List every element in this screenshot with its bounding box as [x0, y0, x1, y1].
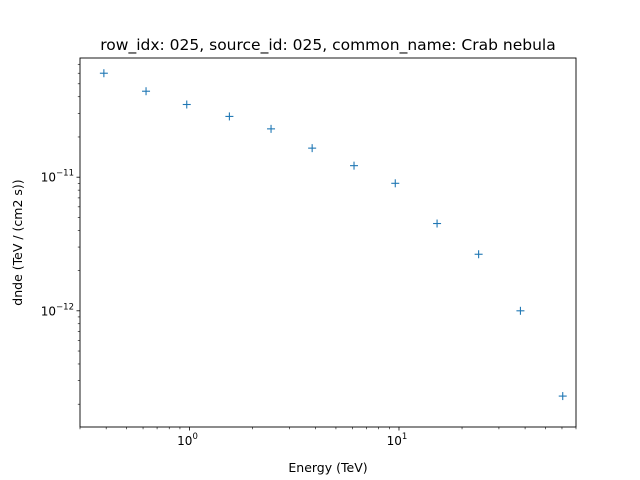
- x-axis: 100 101: [79, 427, 577, 448]
- data-point: [142, 87, 151, 96]
- x-tick-label: 100: [177, 432, 198, 448]
- data-point: [433, 219, 442, 228]
- x-tick-label: 101: [387, 432, 408, 448]
- data-point: [350, 161, 359, 170]
- y-axis-label: dnde (TeV / (cm2 s)): [10, 179, 25, 305]
- data-point: [558, 392, 567, 401]
- x-axis-label: Energy (TeV): [288, 460, 367, 475]
- data-point: [391, 179, 400, 188]
- y-axis: 10−12 10−11: [41, 63, 80, 405]
- axes-frame: [79, 57, 577, 428]
- y-tick-label: 10−11: [41, 169, 74, 185]
- data-point: [225, 112, 234, 121]
- chart-title: row_idx: 025, source_id: 025, common_nam…: [100, 36, 555, 55]
- y-tick-label: 10−12: [41, 302, 74, 318]
- data-point: [182, 100, 191, 109]
- data-point: [267, 124, 276, 133]
- data-point: [99, 69, 108, 78]
- data-series: [99, 69, 567, 401]
- data-point: [474, 250, 483, 259]
- data-point: [308, 144, 317, 153]
- plot-area: [79, 57, 577, 428]
- data-point: [516, 306, 525, 315]
